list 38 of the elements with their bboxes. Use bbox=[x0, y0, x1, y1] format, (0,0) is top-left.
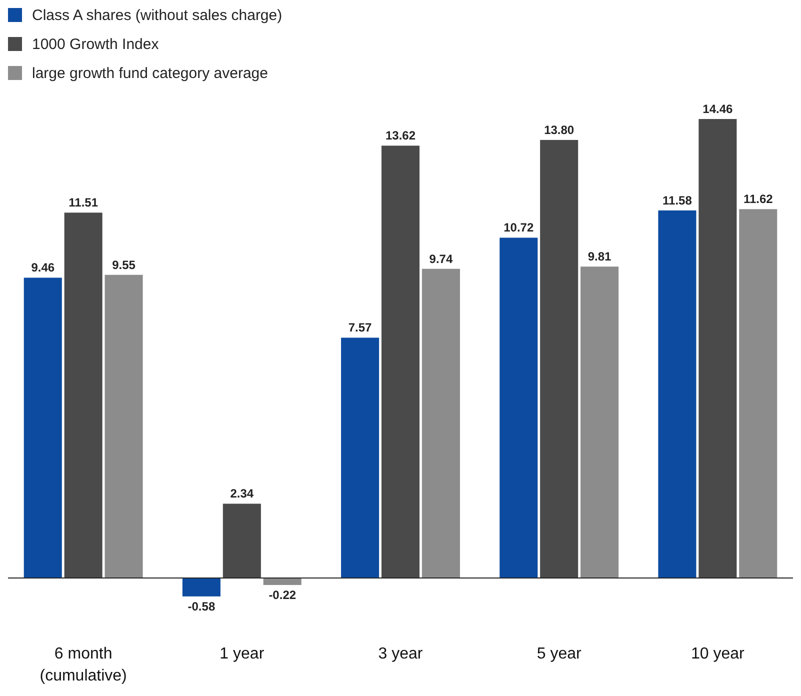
data-label: 11.62 bbox=[743, 192, 774, 206]
data-label: 13.62 bbox=[385, 128, 416, 143]
legend-label: 1000 Growth Index bbox=[32, 36, 160, 53]
data-label: 13.80 bbox=[544, 122, 574, 137]
data-label: 11.58 bbox=[662, 193, 692, 208]
x-tick-label: 5 year bbox=[536, 645, 582, 662]
bar bbox=[104, 274, 143, 578]
data-label: 11.51 bbox=[68, 196, 98, 210]
bar bbox=[64, 212, 102, 578]
x-tick-label: 6 month (cumulative) bbox=[40, 645, 127, 684]
bar bbox=[381, 146, 420, 578]
bar bbox=[500, 238, 538, 578]
legend-label: Class A shares (without sales charge) bbox=[32, 7, 282, 24]
x-tick-label: 3 year bbox=[378, 645, 424, 662]
bar bbox=[182, 578, 220, 596]
bar bbox=[222, 504, 261, 578]
bar bbox=[580, 266, 619, 578]
bar bbox=[341, 338, 380, 578]
bar bbox=[422, 268, 460, 578]
data-label: -0.58 bbox=[188, 599, 216, 614]
bar bbox=[739, 209, 778, 578]
data-label: 9.81 bbox=[588, 250, 612, 264]
bar bbox=[263, 578, 302, 585]
data-label: 9.55 bbox=[112, 258, 136, 272]
data-label: 10.72 bbox=[504, 220, 534, 235]
data-label: 9.46 bbox=[31, 260, 55, 275]
bar bbox=[658, 210, 696, 578]
x-tick-label: 10 year bbox=[690, 645, 746, 662]
data-label: 9.74 bbox=[429, 252, 453, 266]
data-label: 14.46 bbox=[702, 102, 734, 116]
bar bbox=[698, 119, 737, 578]
bar bbox=[24, 278, 62, 578]
x-tick-label: 1 year bbox=[220, 645, 265, 662]
data-label: 7.57 bbox=[348, 320, 372, 335]
data-label: 2.34 bbox=[230, 486, 254, 501]
bar bbox=[540, 140, 578, 578]
data-label: -0.22 bbox=[268, 588, 296, 602]
legend-label: large growth fund category average bbox=[32, 65, 268, 82]
